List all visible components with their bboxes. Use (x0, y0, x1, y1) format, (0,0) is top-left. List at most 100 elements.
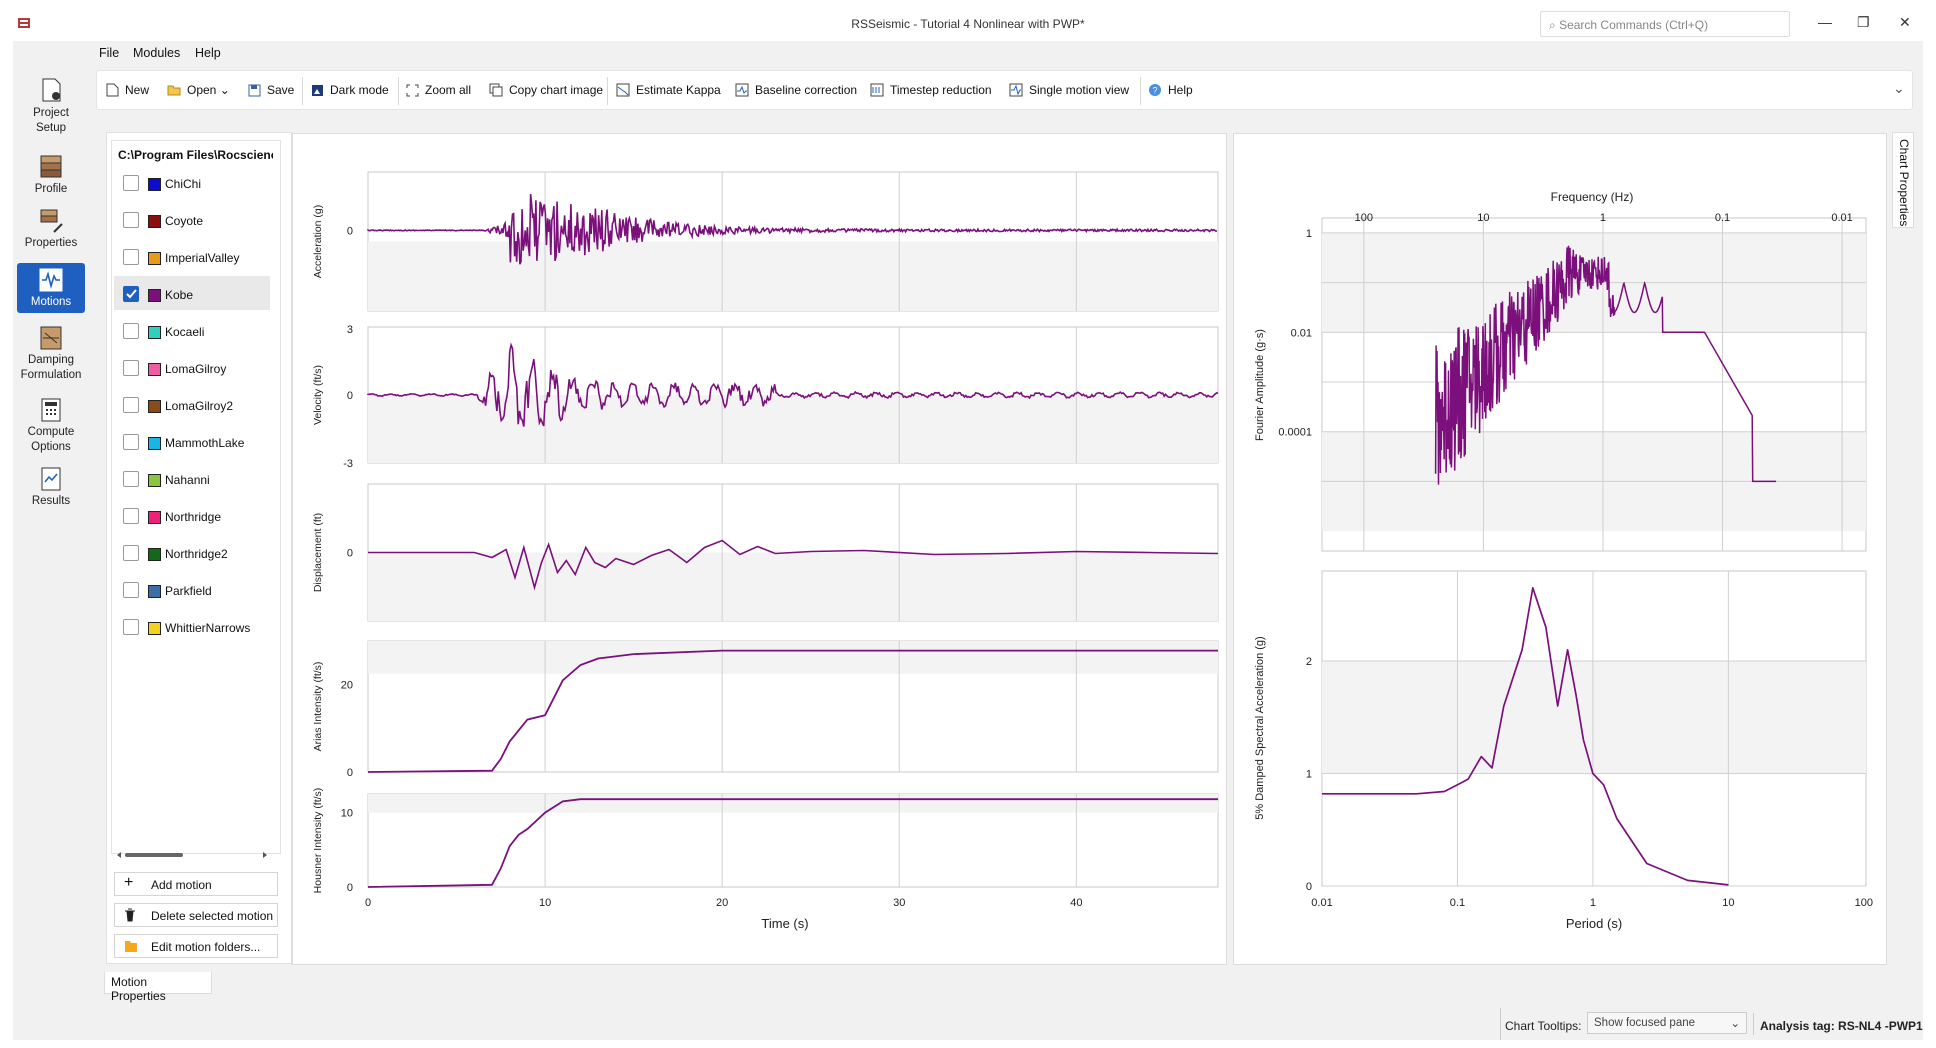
motion-checkbox[interactable] (123, 212, 139, 228)
motion-row-imperialvalley[interactable]: ImperialValley (114, 239, 270, 273)
svg-text:?: ? (1152, 86, 1157, 96)
motion-checkbox[interactable] (123, 286, 139, 302)
chevron-down-icon: ⌄ (219, 83, 230, 97)
baseline-icon (735, 83, 749, 97)
motion-checkbox[interactable] (123, 545, 139, 561)
motion-name: LomaGilroy2 (165, 399, 234, 413)
search-commands-input[interactable]: ⌕ Search Commands (Ctrl+Q) (1540, 11, 1790, 37)
copy-chart-image-button[interactable]: Copy chart image (489, 83, 603, 97)
window-title: RSSeismic - Tutorial 4 Nonlinear with PW… (851, 17, 1085, 31)
y-axis-label: Housner Intensity (ft/s) (312, 788, 324, 894)
nav-compute-options[interactable]: Compute Options (17, 393, 85, 455)
status-separator (1753, 1013, 1754, 1035)
help-button[interactable]: ? Help (1148, 83, 1193, 97)
chart-tooltips-dropdown[interactable]: Show focused pane ⌄ (1587, 1012, 1747, 1034)
motion-row-northridge[interactable]: Northridge (114, 498, 270, 532)
menu-help[interactable]: Help (195, 46, 221, 60)
baseline-label: Baseline correction (755, 83, 858, 97)
tab-motion-properties[interactable]: Motion Properties (104, 972, 212, 1003)
motion-color-swatch (148, 548, 161, 561)
zoom-all-button[interactable]: Zoom all (406, 83, 471, 97)
y-tick-label: 1 (1306, 769, 1312, 781)
y-axis-label: Fourier Amplitude (g·s) (1254, 329, 1266, 441)
motion-row-mammothlake[interactable]: MammothLake (114, 424, 270, 458)
motion-row-northridge2[interactable]: Northridge2 (114, 535, 270, 569)
motion-checkbox[interactable] (123, 175, 139, 191)
nav-damping-formulation[interactable]: Damping Formulation (17, 321, 85, 383)
y-tick-label: 0 (347, 882, 353, 894)
motion-checkbox[interactable] (123, 323, 139, 339)
baseline-correction-button[interactable]: Baseline correction (735, 83, 857, 97)
x-axis-label: Period (s) (1566, 916, 1622, 931)
motion-row-chichi[interactable]: ChiChi (114, 165, 270, 199)
motion-color-swatch (148, 363, 161, 376)
add-motion-button[interactable]: + Add motion (114, 872, 278, 896)
menu-file[interactable]: File (99, 46, 120, 60)
motion-row-kocaeli[interactable]: Kocaeli (114, 313, 270, 347)
nav-results[interactable]: Results (17, 462, 85, 510)
motion-color-swatch (148, 474, 161, 487)
single-motion-label: Single motion view (1029, 83, 1130, 97)
timestep-reduction-button[interactable]: Timestep reduction (870, 83, 992, 97)
delete-selected-motion-button[interactable]: Delete selected motion (114, 903, 278, 927)
y-axis-label: Acceleration (g) (312, 205, 324, 279)
toolbar-separator (1140, 77, 1141, 105)
module-nav: Project Setup Profile Properties Motions … (13, 70, 88, 1010)
y-tick-label: 3 (347, 324, 353, 336)
status-controls: Chart Tooltips: Show focused pane ⌄ Analy… (1500, 1008, 1923, 1040)
motion-row-parkfield[interactable]: Parkfield (114, 572, 270, 606)
x-tick-label: 0.01 (1311, 897, 1332, 909)
velocity-series-line (367, 342, 1219, 427)
motion-name: Northridge2 (165, 547, 228, 561)
help-icon: ? (1149, 84, 1161, 96)
plot-band-4 (368, 794, 1218, 813)
motion-color-swatch (148, 400, 161, 413)
motion-checkbox[interactable] (123, 360, 139, 376)
motion-checkbox[interactable] (123, 471, 139, 487)
close-button[interactable]: ✕ (1899, 14, 1911, 30)
x-tick-label: 1 (1600, 212, 1606, 224)
estimate-kappa-button[interactable]: Estimate Kappa (616, 83, 721, 97)
nav-profile[interactable]: Profile (17, 150, 85, 198)
edit-motion-folders-button[interactable]: Edit motion folders... (114, 934, 278, 958)
nav-motions[interactable]: Motions (17, 263, 85, 313)
chart-properties-tab[interactable]: Chart Properties (1892, 132, 1914, 228)
motion-checkbox[interactable] (123, 397, 139, 413)
nav-project-setup[interactable]: Project Setup (17, 72, 85, 134)
restore-button[interactable]: ❐ (1857, 14, 1870, 30)
motion-row-kobe[interactable]: Kobe (114, 276, 270, 310)
profile-icon (40, 155, 62, 178)
motion-checkbox[interactable] (123, 249, 139, 265)
motion-row-lomagilroy[interactable]: LomaGilroy (114, 350, 270, 384)
motion-checkbox[interactable] (123, 582, 139, 598)
damping-icon (40, 326, 62, 350)
plus-icon: + (124, 874, 134, 891)
save-label: Save (267, 83, 295, 97)
dark-mode-label: Dark mode (330, 83, 389, 97)
toolbar-expand-button[interactable]: ⌄ (1893, 80, 1905, 96)
nav-properties[interactable]: Properties (17, 204, 85, 252)
motion-checkbox[interactable] (123, 508, 139, 524)
list-horizontal-scrollbar[interactable] (117, 851, 267, 859)
y-axis-label: Arias Intensity (ft/s) (312, 662, 324, 752)
motion-row-whittiernarrows[interactable]: WhittierNarrows (114, 609, 270, 643)
minimize-button[interactable]: — (1818, 14, 1832, 30)
open-button[interactable]: Open ⌄ (167, 83, 230, 97)
motion-row-nahanni[interactable]: Nahanni (114, 461, 270, 495)
motion-row-coyote[interactable]: Coyote (114, 202, 270, 236)
motion-color-swatch (148, 326, 161, 339)
timestep-label: Timestep reduction (890, 83, 992, 97)
y-tick-label: 1 (1306, 228, 1312, 240)
motion-checkbox[interactable] (123, 434, 139, 450)
motion-color-swatch (148, 585, 161, 598)
dark-mode-button[interactable]: Dark mode (311, 83, 389, 97)
single-motion-view-button[interactable]: Single motion view (1009, 83, 1129, 97)
motion-checkbox[interactable] (123, 619, 139, 635)
new-button[interactable]: New (106, 83, 149, 97)
save-button[interactable]: Save (248, 83, 294, 97)
motion-name: Kobe (165, 288, 194, 302)
menu-modules[interactable]: Modules (133, 46, 181, 60)
nav-label: Project (33, 107, 69, 119)
motion-row-lomagilroy2[interactable]: LomaGilroy2 (114, 387, 270, 421)
